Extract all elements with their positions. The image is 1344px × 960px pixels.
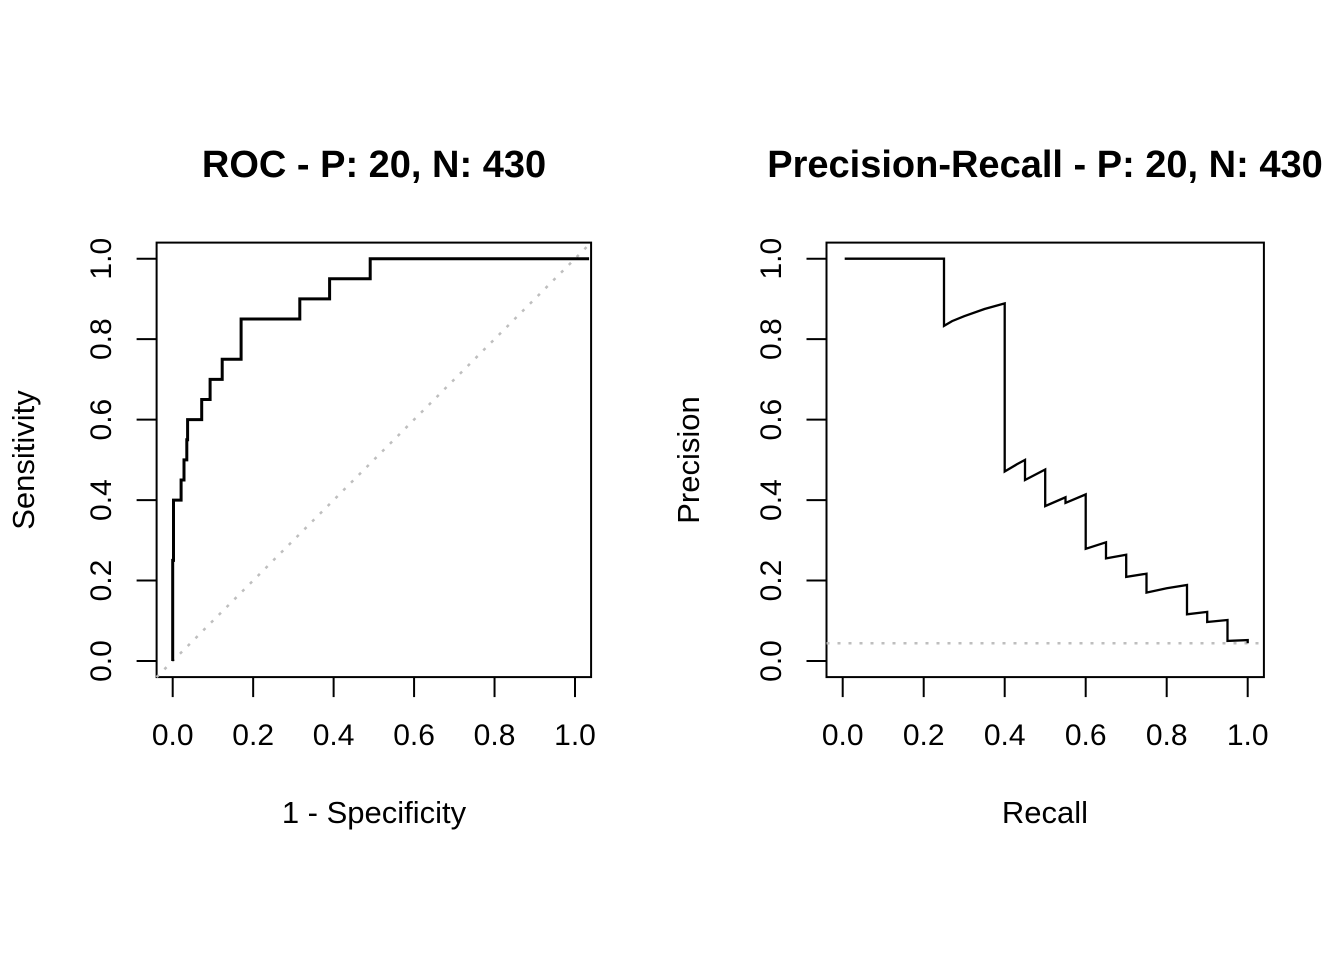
pr-plot-box (825, 241, 1265, 679)
pr-curve-path (844, 257, 1249, 644)
pr-axes: 0.0 0.2 0.4 0.6 0.8 1.0 0.0 0.2 0.4 0.6 0.8 1.0 (755, 238, 1269, 752)
pr-y-tick-label: 1.0 (755, 238, 788, 280)
pr-x-tick-label: 0.8 (1146, 719, 1188, 752)
roc-y-axis-label: Sensitivity (6, 390, 41, 530)
pr-y-axis-label: Precision (671, 396, 706, 524)
pr-title: Precision-Recall - P: 20, N: 430 (767, 144, 1322, 186)
roc-x-tick-label: 0.0 (152, 719, 194, 752)
pr-y-tick-label: 0.4 (755, 479, 788, 521)
pr-x-tick-label: 0.6 (1065, 719, 1107, 752)
pr-x-axis-label: Recall (1002, 795, 1088, 830)
roc-y-tick-label: 0.8 (85, 318, 118, 360)
roc-y-tick-label: 0.0 (85, 640, 118, 682)
roc-title: ROC - P: 20, N: 430 (202, 144, 546, 186)
pr-x-tick-label: 0.2 (903, 719, 945, 752)
roc-axes: 0.0 0.2 0.4 0.6 0.8 1.0 0.0 0.2 0.4 0.6 0.8 1.0 (85, 238, 596, 752)
roc-y-tick-label: 1.0 (85, 238, 118, 280)
pr-x-tick-label: 0.4 (984, 719, 1026, 752)
roc-y-tick-label: 0.2 (85, 560, 118, 602)
roc-x-tick-label: 1.0 (554, 719, 596, 752)
pr-panel: Precision-Recall - P: 20, N: 430 Recall … (671, 144, 1323, 830)
roc-panel: ROC - P: 20, N: 430 1 - Specificity Sens… (6, 144, 596, 830)
pr-y-tick-label: 0.6 (755, 399, 788, 441)
roc-x-tick-label: 0.6 (393, 719, 435, 752)
roc-x-tick-label: 0.4 (313, 719, 355, 752)
roc-x-axis-label: 1 - Specificity (282, 795, 467, 830)
roc-x-tick-label: 0.2 (232, 719, 274, 752)
roc-diagonal-reference-line (155, 241, 592, 678)
roc-curve-path (171, 257, 590, 661)
roc-plot-box (155, 241, 593, 679)
pr-x-tick-label: 0.0 (822, 719, 864, 752)
roc-x-tick-label: 0.8 (474, 719, 516, 752)
pr-x-tick-label: 1.0 (1227, 719, 1269, 752)
pr-y-tick-label: 0.2 (755, 560, 788, 602)
pr-y-tick-label: 0.0 (755, 640, 788, 682)
roc-y-tick-label: 0.4 (85, 479, 118, 521)
roc-reference-line (155, 241, 592, 678)
roc-y-tick-label: 0.6 (85, 399, 118, 441)
roc-curve (171, 257, 590, 661)
pr-y-tick-label: 0.8 (755, 318, 788, 360)
pr-curve (844, 257, 1249, 644)
